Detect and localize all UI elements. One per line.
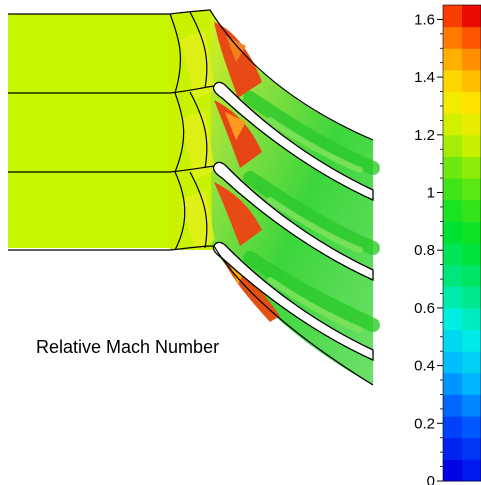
colorbar-tick-label: 0.2 xyxy=(414,415,435,432)
colorbar-band xyxy=(443,394,462,417)
colorbar-band xyxy=(462,5,481,28)
colorbar-band xyxy=(443,26,462,49)
colorbar-tick-label: 0.4 xyxy=(414,358,435,375)
colorbar-tick-label: 1.4 xyxy=(414,69,435,86)
colorbar-band xyxy=(443,372,462,395)
colorbar-tick-label: 1.2 xyxy=(414,127,435,144)
blade-row xyxy=(212,81,374,362)
colorbar-band xyxy=(443,69,462,93)
colorbar-band xyxy=(443,307,462,331)
colorbar-band xyxy=(462,264,481,287)
colorbar-band xyxy=(443,178,462,201)
colorbar-band xyxy=(462,48,481,71)
colorbar-band xyxy=(443,199,462,222)
blade-upper xyxy=(212,81,374,202)
colorbar-band xyxy=(462,394,481,417)
shock-zone-lower xyxy=(214,182,262,246)
plot-caption: Relative Mach Number xyxy=(36,337,220,357)
blade-middle xyxy=(212,161,374,282)
shock-zone-upper xyxy=(214,22,262,98)
colorbar-ticks: 0 0.2 0.4 0.6 0.8 1 1.2 1.4 1.6 xyxy=(414,11,443,485)
boundary-lines xyxy=(8,9,374,386)
colorbar-tick-label: 1 xyxy=(427,185,435,202)
colorbar-band xyxy=(443,156,462,179)
periodic-line-2 xyxy=(8,165,215,173)
colorbar-frame xyxy=(442,4,481,482)
colorbar-band xyxy=(462,113,481,136)
colorbar-band xyxy=(443,91,462,114)
periodic-line-1 xyxy=(8,85,215,94)
colorbar-band xyxy=(462,178,481,201)
colorbar-band xyxy=(462,437,481,460)
colorbar-band xyxy=(462,91,481,114)
colorbar-band xyxy=(443,243,462,266)
colorbar-band xyxy=(443,351,462,374)
colorbar-band xyxy=(443,113,462,136)
passage-streaks xyxy=(243,91,380,333)
colorbar-band xyxy=(443,134,462,157)
colorbar-band xyxy=(443,221,462,244)
colorbar-band xyxy=(443,286,462,309)
colorbar-band xyxy=(462,351,481,374)
colorbar-band xyxy=(462,459,481,482)
colorbar-tick-label: 1.6 xyxy=(414,11,435,28)
colorbar-band xyxy=(462,243,481,266)
periodic-line-upper xyxy=(8,9,374,141)
outflow-line xyxy=(213,245,374,386)
colorbar-band xyxy=(462,372,481,395)
colorbar-bands xyxy=(443,5,481,482)
colorbar-tick-label: 0 xyxy=(427,473,435,485)
colorbar-band xyxy=(443,5,462,28)
colorbar-band xyxy=(462,199,481,222)
colorbar-band xyxy=(443,329,462,352)
colorbar-band xyxy=(443,459,462,482)
colorbar-tick-label: 0.6 xyxy=(414,300,435,317)
colorbar-band xyxy=(443,264,462,287)
colorbar-band xyxy=(462,69,481,93)
colorbar-band xyxy=(443,48,462,71)
colorbar-band xyxy=(462,286,481,309)
colorbar-band xyxy=(462,221,481,244)
colorbar-band xyxy=(462,307,481,331)
periodic-line-3 xyxy=(8,245,215,251)
colorbar-tick-label: 0.8 xyxy=(414,242,435,259)
colorbar-band xyxy=(443,416,462,439)
colorbar: 0 0.2 0.4 0.6 0.8 1 1.2 1.4 1.6 xyxy=(414,4,481,485)
colorbar-band xyxy=(462,26,481,49)
colorbar-band xyxy=(462,134,481,157)
colorbar-band xyxy=(462,329,481,352)
colorbar-band xyxy=(462,416,481,439)
colorbar-band xyxy=(443,437,462,460)
colorbar-band xyxy=(462,156,481,179)
